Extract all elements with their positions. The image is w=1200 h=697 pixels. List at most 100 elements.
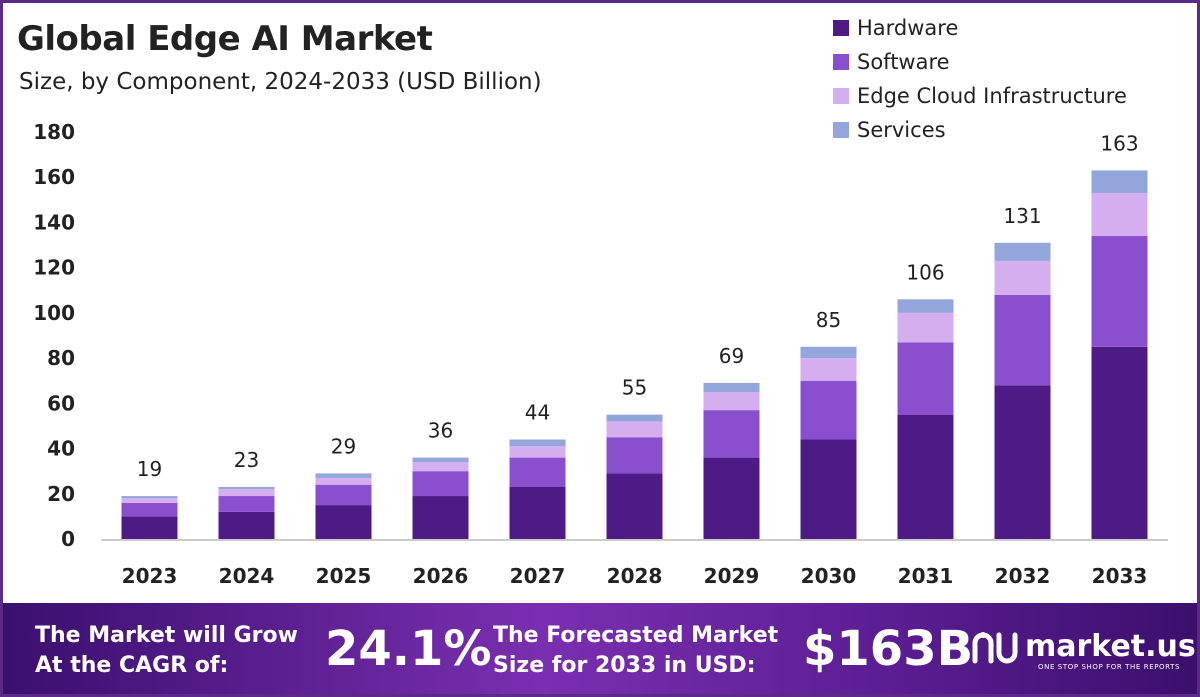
bar-2032-edge-cloud-infrastructure bbox=[994, 260, 1051, 295]
x-tick-label-2031: 2031 bbox=[898, 564, 954, 588]
y-tick-label-120: 120 bbox=[33, 256, 75, 280]
total-label-2032: 131 bbox=[1003, 204, 1041, 228]
footer-banner: The Market will Grow At the CAGR of: 24.… bbox=[3, 603, 1197, 694]
x-tick-label-2023: 2023 bbox=[122, 564, 178, 588]
bar-2028-software bbox=[606, 437, 663, 474]
bar-2025-services bbox=[315, 473, 372, 478]
bar-2027-software bbox=[509, 457, 566, 487]
total-label-2026: 36 bbox=[428, 419, 453, 443]
cagr-caption-line1: The Market will Grow bbox=[35, 623, 298, 648]
bar-2028-hardware bbox=[606, 473, 663, 539]
bar-2025-software bbox=[315, 484, 372, 506]
stacked-bar-chart: 0 20 40 60 80 100 120 140 160 180 19 2023 23 2024 29 20… bbox=[33, 120, 1168, 588]
bar-2029-hardware bbox=[703, 457, 760, 539]
legend-swatch-hardware bbox=[833, 20, 849, 36]
bar-2024-hardware bbox=[218, 511, 275, 539]
bar-2031-services bbox=[897, 299, 954, 313]
cagr-value: 24.1% bbox=[325, 621, 492, 677]
bar-2031-software bbox=[897, 342, 954, 415]
forecast-caption-line1: The Forecasted Market bbox=[493, 623, 779, 648]
bar-2026-software bbox=[412, 471, 469, 497]
brand-tagline: ONE STOP SHOP FOR THE REPORTS bbox=[1038, 663, 1181, 671]
total-label-2027: 44 bbox=[525, 401, 550, 425]
market-us-logo-icon bbox=[972, 632, 1018, 664]
total-label-2033: 163 bbox=[1100, 131, 1138, 155]
legend-label-services: Services bbox=[857, 118, 946, 142]
x-tick-label-2027: 2027 bbox=[510, 564, 566, 588]
bar-2025-edge-cloud-infrastructure bbox=[315, 477, 372, 485]
y-tick-label-160: 160 bbox=[33, 165, 75, 189]
legend-label-software: Software bbox=[857, 50, 950, 74]
y-tick-label-100: 100 bbox=[33, 301, 75, 325]
total-label-2030: 85 bbox=[816, 308, 841, 332]
forecast-value: $163B bbox=[803, 621, 974, 677]
y-tick-label-0: 0 bbox=[61, 527, 75, 551]
legend-swatch-services bbox=[833, 122, 849, 138]
bar-2029-software bbox=[703, 410, 760, 458]
bar-2033-hardware bbox=[1091, 346, 1148, 539]
bar-2028-services bbox=[606, 414, 663, 422]
y-tick-label-60: 60 bbox=[47, 391, 75, 415]
y-tick-label-80: 80 bbox=[47, 346, 75, 370]
legend-item-hardware: Hardware bbox=[833, 11, 1127, 45]
bar-2031-hardware bbox=[897, 414, 954, 539]
bar-2032-services bbox=[994, 242, 1051, 261]
bar-2026-edge-cloud-infrastructure bbox=[412, 462, 469, 472]
bar-2031-edge-cloud-infrastructure bbox=[897, 312, 954, 343]
bar-2026-services bbox=[412, 457, 469, 463]
legend-label-edge-cloud: Edge Cloud Infrastructure bbox=[857, 84, 1127, 108]
y-tick-label-40: 40 bbox=[47, 437, 75, 461]
chart-subtitle: Size, by Component, 2024-2033 (USD Billi… bbox=[19, 69, 542, 95]
total-label-2024: 23 bbox=[234, 448, 259, 472]
legend-item-services: Services bbox=[833, 113, 1127, 147]
bar-2023-hardware bbox=[121, 516, 178, 539]
x-tick-label-2030: 2030 bbox=[801, 564, 857, 588]
bar-2027-hardware bbox=[509, 486, 566, 539]
bar-2027-services bbox=[509, 439, 566, 447]
bar-2030-hardware bbox=[800, 439, 857, 539]
cagr-caption-line2: At the CAGR of: bbox=[35, 653, 229, 678]
total-label-2025: 29 bbox=[331, 434, 356, 458]
bar-2033-software bbox=[1091, 236, 1148, 347]
x-tick-label-2029: 2029 bbox=[704, 564, 760, 588]
total-label-2031: 106 bbox=[906, 260, 944, 284]
legend-swatch-edge-cloud bbox=[833, 88, 849, 104]
x-tick-label-2026: 2026 bbox=[413, 564, 469, 588]
x-tick-label-2024: 2024 bbox=[219, 564, 275, 588]
bar-2027-edge-cloud-infrastructure bbox=[509, 446, 566, 458]
x-tick-label-2032: 2032 bbox=[995, 564, 1051, 588]
total-label-2028: 55 bbox=[622, 376, 647, 400]
y-tick-label-140: 140 bbox=[33, 210, 75, 234]
bar-2028-edge-cloud-infrastructure bbox=[606, 421, 663, 438]
legend-swatch-software bbox=[833, 54, 849, 70]
bar-2025-hardware bbox=[315, 505, 372, 539]
bar-2026-hardware bbox=[412, 496, 469, 539]
forecast-caption-line2: Size for 2033 in USD: bbox=[493, 653, 756, 678]
bar-2024-edge-cloud-infrastructure bbox=[218, 489, 275, 497]
brand-name: market.us bbox=[1025, 629, 1196, 664]
bar-2032-software bbox=[994, 294, 1051, 386]
bar-2030-edge-cloud-infrastructure bbox=[800, 358, 857, 381]
legend: Hardware Software Edge Cloud Infrastruct… bbox=[833, 11, 1127, 147]
bar-2033-services bbox=[1091, 170, 1148, 194]
total-label-2029: 69 bbox=[719, 344, 744, 368]
legend-item-software: Software bbox=[833, 45, 1127, 79]
bar-2030-services bbox=[800, 346, 857, 359]
bar-2033-edge-cloud-infrastructure bbox=[1091, 193, 1148, 237]
bar-2023-edge-cloud-infrastructure bbox=[121, 498, 178, 503]
cagr-caption: The Market will Grow At the CAGR of: bbox=[35, 621, 298, 681]
bar-2030-software bbox=[800, 380, 857, 440]
bar-2024-services bbox=[218, 486, 275, 490]
forecast-caption: The Forecasted Market Size for 2033 in U… bbox=[493, 621, 778, 681]
legend-label-hardware: Hardware bbox=[857, 16, 959, 40]
bar-2029-edge-cloud-infrastructure bbox=[703, 392, 760, 411]
x-tick-label-2033: 2033 bbox=[1092, 564, 1148, 588]
brand-logo: market.us bbox=[971, 627, 1196, 667]
bar-2023-software bbox=[121, 502, 178, 517]
y-tick-label-180: 180 bbox=[33, 120, 75, 144]
bar-2029-services bbox=[703, 382, 760, 393]
chart-title: Global Edge AI Market bbox=[17, 19, 433, 59]
total-label-2023: 19 bbox=[137, 457, 162, 481]
bar-2024-software bbox=[218, 496, 275, 512]
